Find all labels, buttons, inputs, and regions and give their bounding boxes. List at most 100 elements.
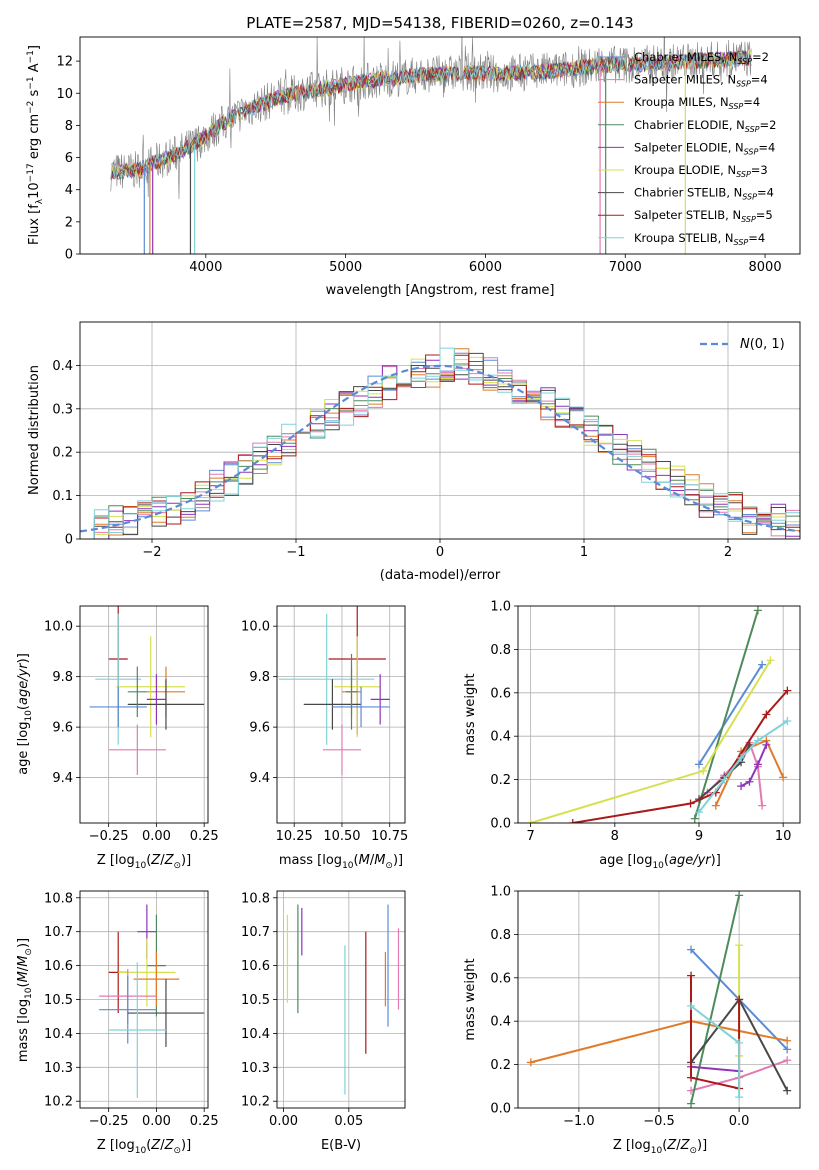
age_vs_mass-axes: 10.25 10.50 10.75 9.4 9.6 9.8 10.0 mass [log10(… <box>241 605 408 871</box>
mass_vs_Z-axes: −0.25 0.00 0.25 10.2 10.3 10.4 10.5 10.6 10.7 10.… <box>16 890 219 1156</box>
mass-weight-marker <box>687 945 696 954</box>
x-axis-label: (data-model)/error <box>380 568 501 583</box>
label-part: )] <box>181 1138 191 1153</box>
label-part: )] <box>16 938 31 948</box>
mass-weight-marker <box>753 760 762 769</box>
mass-weight-marker <box>758 801 767 810</box>
mass-weight-marker <box>687 1073 696 1082</box>
label-part: M <box>374 853 385 868</box>
mass-weight-marker <box>687 1099 696 1108</box>
y-tick-label: 0.4 <box>490 1015 511 1030</box>
x-tick-label: −2 <box>142 545 161 560</box>
y-tick-label: 2 <box>65 215 73 230</box>
legend-part: SSP <box>737 57 752 66</box>
age_vs_Z-axes: −0.25 0.00 0.259.49.69.810.0Z [log10(Z/Z⊙)… <box>16 605 219 871</box>
x-axis-label: mass [log10(M/M⊙)] <box>279 853 403 871</box>
label-part: Z [log <box>97 1138 135 1153</box>
label-part: 10 <box>135 1146 147 1156</box>
residuals-axes-plot-area <box>80 322 800 539</box>
legend-part: Chabrier ELODIE, N <box>634 118 745 132</box>
mass-weight-marker <box>737 782 746 791</box>
y-tick-label: 10.4 <box>44 1027 73 1042</box>
mass-weight-marker <box>694 760 703 769</box>
y-tick-label: 9.6 <box>52 721 73 736</box>
y-tick-label: 1.0 <box>490 600 511 615</box>
label-part: λ <box>35 198 45 204</box>
mass-weight-marker <box>687 1002 696 1011</box>
label-part: age/yr <box>669 853 712 868</box>
mass-weight-marker <box>735 891 744 900</box>
legend-entry-label: Salpeter ELODIE, NSSP=4 <box>634 140 775 156</box>
legend-label: N(0, 1) <box>740 337 785 352</box>
mass-weight-marker <box>711 801 720 810</box>
mass-weight-marker <box>745 777 754 786</box>
legend-entry-label: Chabrier ELODIE, NSSP=2 <box>634 118 776 134</box>
mass-weight-marker <box>753 736 762 745</box>
mass-weight-marker <box>783 686 792 695</box>
legend-part: Kroupa ELODIE, N <box>634 163 736 177</box>
y-tick-label: 10.6 <box>44 959 73 974</box>
mass-weight-marker <box>758 660 767 669</box>
label-part: ⊙ <box>173 1146 181 1156</box>
residual-histogram-step <box>80 347 800 539</box>
mass_vs_Z-axes-plot-area <box>80 891 208 1108</box>
x-tick-label: 10.50 <box>323 829 360 844</box>
x-tick-label: 0 <box>436 545 444 560</box>
y-tick-label: 4 <box>65 183 73 198</box>
spectrum-axes-plot-area <box>110 37 752 254</box>
figure-title: PLATE=2587, MJD=54138, FIBERID=0260, z=0… <box>246 14 633 32</box>
label-part: )] <box>711 853 721 868</box>
legend-part: Kroupa MILES, N <box>634 95 729 109</box>
label-part: M <box>359 853 370 868</box>
mass-weight-marker <box>766 656 775 665</box>
label-part: ⊙ <box>385 861 393 871</box>
mass_weight_vs_Z-axes: −1.0 −0.5 0.00.00.20.40.60.81.0Z [log10(Z/… <box>463 885 801 1156</box>
y-tick-label: 0.0 <box>490 1102 511 1117</box>
age_vs_mass-axes-plot-area <box>277 606 405 823</box>
label-part: Z <box>150 1138 161 1153</box>
label-part: ] <box>27 45 42 50</box>
axes-frame <box>79 36 801 255</box>
x-tick-label: 1 <box>580 545 588 560</box>
residual-histogram-step <box>80 348 800 539</box>
y-tick-label: 10.6 <box>241 959 270 974</box>
mass-weight-marker <box>783 1045 792 1054</box>
y-tick-label: 10.8 <box>241 891 270 906</box>
label-part: )] <box>393 853 403 868</box>
y-tick-label: 9.4 <box>52 771 73 786</box>
label-part: ( <box>16 705 31 710</box>
y-tick-label: 0 <box>65 533 73 548</box>
y-tick-label: 0.2 <box>490 1058 511 1073</box>
legend-part: SSP <box>734 238 749 247</box>
y-tick-label: 9.8 <box>52 670 73 685</box>
mass-weight-marker <box>735 941 744 950</box>
mass-weight-marker <box>694 808 703 817</box>
mass-weight-marker <box>762 710 771 719</box>
y-axis-label: Flux [fλ10−17 erg cm−2 s−1 A−1] <box>26 45 45 245</box>
y-tick-label: 9.6 <box>249 721 270 736</box>
label-part: age [log <box>16 722 31 775</box>
mass-weight-marker <box>686 799 695 808</box>
mass-weight-marker <box>735 1038 744 1047</box>
y-tick-label: 10.5 <box>44 993 73 1008</box>
label-part: 10 <box>24 710 34 722</box>
spectrum-axes: 4000 5000 6000 7000 8000 0 2 4 6 8 10 12 wavelength … <box>26 36 801 298</box>
y-tick-label: 10.0 <box>44 620 73 635</box>
label-part: 10 <box>342 861 354 871</box>
x-tick-label: 7 <box>526 829 534 844</box>
x-tick-label: 0.0 <box>729 1114 750 1129</box>
label-part: ( <box>146 1138 151 1153</box>
normal-distribution-curve <box>80 364 800 533</box>
model-spectrum-line <box>110 50 752 181</box>
label-part: −1 <box>26 50 36 63</box>
label-part: / <box>370 853 375 868</box>
y-tick-label: 0.2 <box>490 773 511 788</box>
y-tick-label: 1.0 <box>490 885 511 900</box>
x-tick-label: 9 <box>695 829 703 844</box>
mass-weight-marker <box>699 766 708 775</box>
mass-weight-marker <box>526 1058 535 1067</box>
x-tick-label: 10 <box>775 829 792 844</box>
model-spectrum-line <box>110 52 752 181</box>
label-part: mass [log <box>16 999 31 1062</box>
mass-weight-marker <box>720 775 729 784</box>
